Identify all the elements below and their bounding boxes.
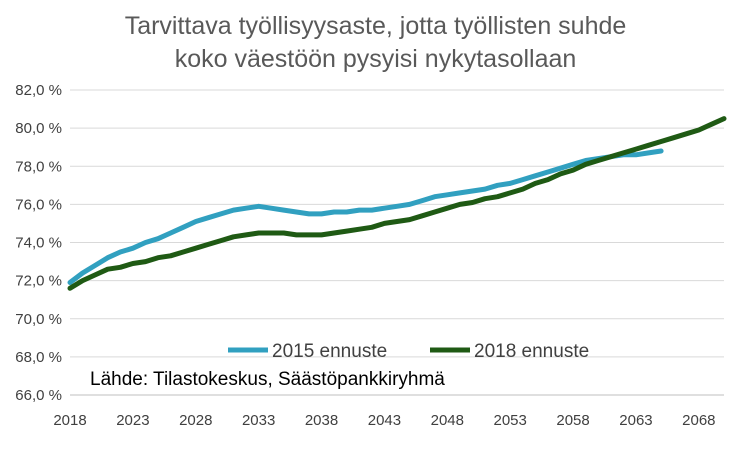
x-tick-label: 2068 [682, 412, 715, 429]
x-tick-label: 2063 [619, 412, 652, 429]
x-tick-label: 2033 [242, 412, 275, 429]
x-tick-label: 2053 [494, 412, 527, 429]
y-tick-label: 70,0 % [15, 311, 62, 328]
series-line-2 [67, 116, 727, 291]
chart-title-line-1: Tarvittava työllisyysaste, jotta työllis… [124, 12, 627, 40]
x-tick-label: 2023 [116, 412, 149, 429]
chart-title-line-2: koko väestöön pysyisi nykytasollaan [174, 45, 577, 73]
x-tick-label: 2043 [368, 412, 401, 429]
y-tick-label: 78,0 % [15, 158, 62, 175]
y-tick-label: 80,0 % [15, 120, 62, 137]
series-lines [67, 116, 727, 291]
x-tick-label: 2018 [53, 412, 86, 429]
y-tick-label: 66,0 % [15, 387, 62, 404]
y-tick-label: 72,0 % [15, 273, 62, 290]
x-tick-label: 2058 [556, 412, 589, 429]
y-tick-label: 74,0 % [15, 235, 62, 252]
x-tick-label: 2028 [179, 412, 212, 429]
y-axis-tick-labels: 66,0 % 68,0 % 70,0 % 72,0 % 74,0 % 76,0 % 78,0… [15, 82, 62, 404]
source-note: Lähde: Tilastokeskus, Säästöpankkiryhmä [90, 369, 445, 390]
legend-label-2: 2018 ennuste [474, 341, 589, 362]
legend: 2015 ennuste 2018 ennuste [228, 341, 589, 362]
y-tick-label: 68,0 % [15, 349, 62, 366]
x-tick-label: 2048 [431, 412, 464, 429]
x-tick-label: 2038 [305, 412, 338, 429]
gridlines [70, 89, 724, 358]
x-axis-tick-labels: 2018 2023 2028 2033 2038 2043 2048 2053 2058 2063… [53, 412, 715, 429]
series-line-1 [67, 148, 664, 285]
y-tick-label: 82,0 % [15, 82, 62, 99]
legend-label-1: 2015 ennuste [272, 341, 387, 362]
chart-title: Tarvittava työllisyysaste, jotta työllis… [0, 10, 751, 76]
y-tick-label: 76,0 % [15, 196, 62, 213]
